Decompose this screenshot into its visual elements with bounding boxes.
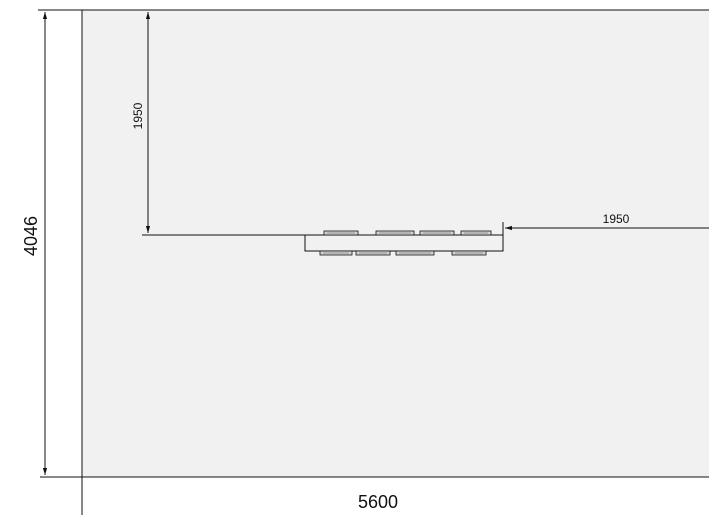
bench-top-seats bbox=[323, 230, 492, 236]
width-dimension-label: 5600 bbox=[358, 492, 398, 512]
right-offset-label: 1950 bbox=[603, 212, 630, 226]
top-offset-label: 1950 bbox=[131, 102, 145, 129]
right-offset-dimension: 1950 bbox=[502, 212, 709, 235]
bench-assembly bbox=[304, 230, 504, 256]
bench-top-seat bbox=[323, 230, 359, 236]
bench-bottom-seat bbox=[355, 250, 391, 256]
bench-bottom-seat bbox=[451, 250, 487, 256]
top-offset-dimension: 1950 bbox=[131, 12, 305, 236]
bench-bottom-seat bbox=[395, 250, 435, 256]
bench-bottom-seat bbox=[319, 250, 353, 256]
bench-top-seat bbox=[419, 230, 455, 236]
bench-bottom-seats bbox=[319, 250, 487, 256]
height-dimension-label: 4046 bbox=[21, 216, 41, 256]
bench-body bbox=[304, 234, 504, 252]
bench-top-seat bbox=[375, 230, 415, 236]
height-dimension: 4046 bbox=[21, 9, 82, 475]
bench-top-seat bbox=[460, 230, 492, 236]
